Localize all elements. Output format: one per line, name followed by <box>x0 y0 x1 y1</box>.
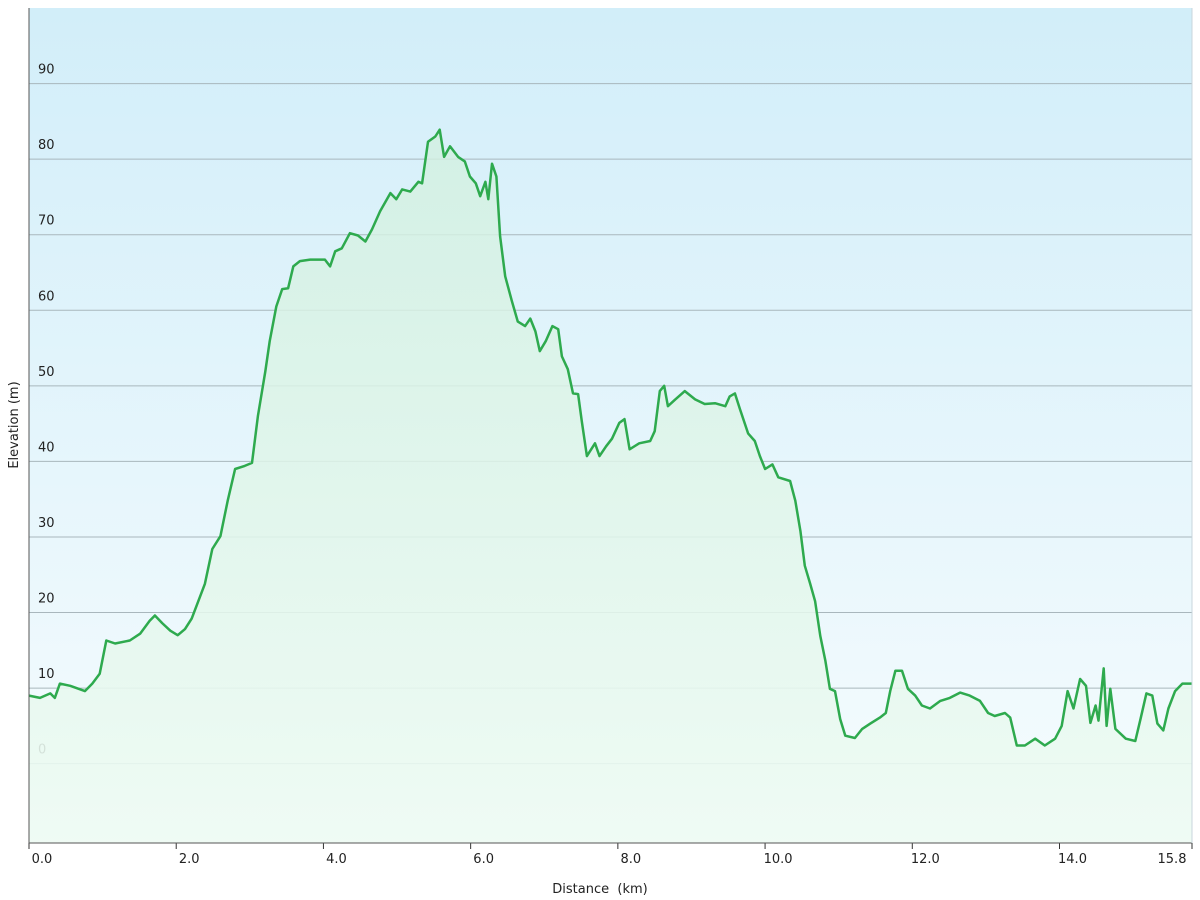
elevation-line <box>28 128 1192 747</box>
x-tick-label: 2.0 <box>179 852 200 867</box>
x-tick-label: 8.0 <box>621 852 642 867</box>
y-tick-label: 80 <box>38 138 55 153</box>
y-axis-label: Elevation (m) <box>7 381 22 468</box>
x-tick-label: 14.0 <box>1058 852 1087 867</box>
y-tick-label: 10 <box>38 667 55 682</box>
x-axis-label: Distance (km) <box>552 882 647 897</box>
x-tick-label: 15.8 <box>1158 852 1187 867</box>
x-tick-label: 10.0 <box>764 852 793 867</box>
x-tick-label: 12.0 <box>911 852 940 867</box>
x-tick-label: 6.0 <box>473 852 494 867</box>
y-tick-label: 70 <box>38 214 55 229</box>
y-tick-label: 50 <box>38 365 55 380</box>
x-tick-label: 0.0 <box>32 852 53 867</box>
y-tick-label: 40 <box>38 440 55 455</box>
y-tick-label: 30 <box>38 516 55 531</box>
y-tick-label: 90 <box>38 63 55 78</box>
y-tick-label: 20 <box>38 592 55 607</box>
y-tick-label: 60 <box>38 289 55 304</box>
area-fill <box>29 129 1192 843</box>
x-tick-label: 4.0 <box>326 852 347 867</box>
